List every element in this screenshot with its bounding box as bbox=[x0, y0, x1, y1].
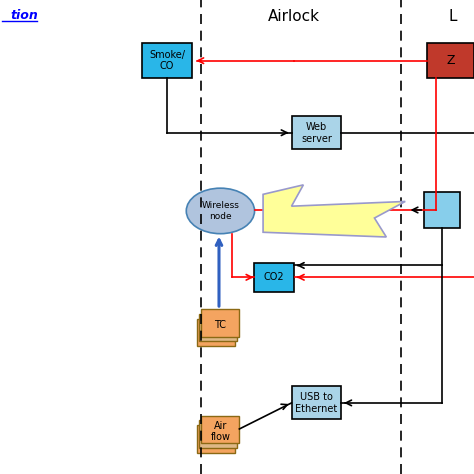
Text: Wireless
node: Wireless node bbox=[201, 201, 239, 220]
FancyBboxPatch shape bbox=[292, 386, 341, 419]
FancyBboxPatch shape bbox=[197, 425, 235, 453]
Text: L: L bbox=[448, 9, 457, 24]
Text: USB to
Ethernet: USB to Ethernet bbox=[295, 392, 337, 414]
Text: tion: tion bbox=[10, 9, 38, 22]
FancyBboxPatch shape bbox=[201, 309, 239, 337]
Text: Air
flow: Air flow bbox=[210, 420, 230, 442]
Text: TC: TC bbox=[214, 319, 227, 330]
FancyBboxPatch shape bbox=[292, 116, 341, 149]
Text: Airlock: Airlock bbox=[268, 9, 320, 24]
FancyBboxPatch shape bbox=[197, 319, 235, 346]
FancyBboxPatch shape bbox=[424, 192, 460, 228]
Text: Smoke/
CO: Smoke/ CO bbox=[149, 50, 185, 71]
Text: Z: Z bbox=[446, 54, 455, 67]
FancyBboxPatch shape bbox=[142, 43, 192, 78]
FancyBboxPatch shape bbox=[199, 314, 237, 341]
Text: Web
server: Web server bbox=[301, 122, 332, 144]
Text: CO2: CO2 bbox=[264, 272, 284, 283]
FancyBboxPatch shape bbox=[427, 43, 474, 78]
FancyBboxPatch shape bbox=[199, 420, 237, 448]
Ellipse shape bbox=[186, 188, 255, 234]
FancyBboxPatch shape bbox=[254, 263, 294, 292]
Polygon shape bbox=[263, 185, 405, 237]
FancyBboxPatch shape bbox=[201, 416, 239, 443]
